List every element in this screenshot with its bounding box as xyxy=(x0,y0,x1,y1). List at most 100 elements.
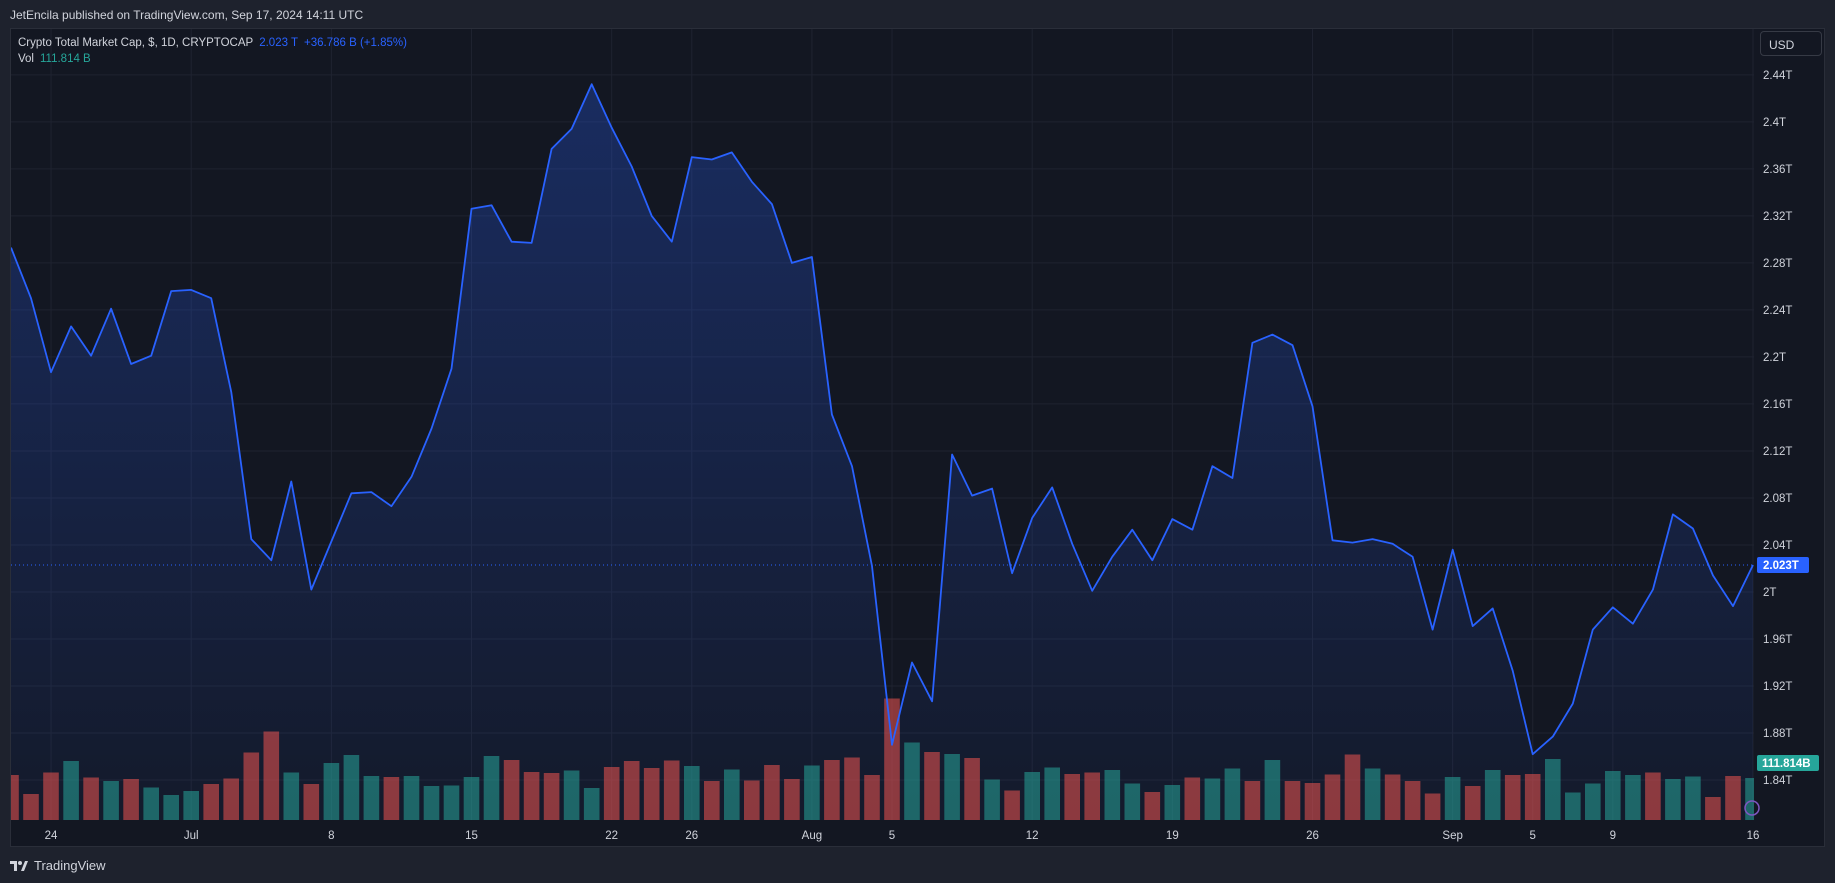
x-tick-label: Jul xyxy=(184,830,199,842)
y-tick-label: 2.28T xyxy=(1763,258,1792,270)
realtime-indicator-icon[interactable] xyxy=(1744,800,1760,816)
volume-bar xyxy=(1605,771,1621,820)
currency-button[interactable]: USD xyxy=(1760,31,1822,56)
volume-bar xyxy=(744,780,760,820)
last-volume-tag: 111.814B xyxy=(1757,755,1819,771)
volume-bar xyxy=(1725,776,1741,820)
volume-bar xyxy=(11,775,19,820)
volume-bar xyxy=(944,754,960,820)
volume-bar xyxy=(764,765,780,820)
volume-bar xyxy=(804,765,820,820)
plot-area[interactable] xyxy=(3,29,1761,820)
volume-bars xyxy=(11,698,1754,820)
x-tick-label: 5 xyxy=(1530,830,1536,842)
y-tick-label: 2.04T xyxy=(1763,540,1792,552)
volume-bar xyxy=(463,777,480,820)
volume-bar xyxy=(1464,786,1481,820)
volume-bar xyxy=(1444,777,1461,820)
volume-bar xyxy=(503,760,520,820)
volume-bar xyxy=(23,794,39,820)
volume-bar xyxy=(1124,783,1141,820)
volume-bar xyxy=(684,766,700,820)
x-tick-label: 16 xyxy=(1747,830,1760,842)
volume-bar xyxy=(1004,790,1020,820)
volume-bar xyxy=(1184,777,1201,820)
y-tick-label: 1.84T xyxy=(1763,775,1792,787)
volume-bar xyxy=(163,795,179,820)
chart-legend: Crypto Total Market Cap, $, 1D, CRYPTOCA… xyxy=(18,35,407,67)
volume-bar xyxy=(1745,778,1754,820)
volume-bar xyxy=(924,752,940,820)
volume-bar xyxy=(1104,770,1121,820)
volume-bar xyxy=(1024,772,1040,820)
volume-bar xyxy=(884,698,900,820)
price-area xyxy=(11,84,1753,820)
x-tick-label: 12 xyxy=(1026,830,1039,842)
x-tick-label: Sep xyxy=(1442,830,1462,842)
volume-bar xyxy=(1264,760,1281,820)
last-volume-tag-bg xyxy=(1757,755,1819,771)
volume-bar xyxy=(1224,768,1241,820)
last-price-tag-text: 2.023T xyxy=(1763,560,1799,572)
brand-name: TradingView xyxy=(34,858,106,873)
volume-bar xyxy=(1204,778,1221,820)
x-tick-label: 26 xyxy=(685,830,698,842)
volume-bar xyxy=(303,784,320,820)
x-axis[interactable]: 24 Jul 8 15 22 26 Aug 5 12 19 26 Sep 5 9 16 xyxy=(45,830,1760,842)
tradingview-brand[interactable]: TradingView xyxy=(10,858,106,873)
last-volume-tag-text: 111.814B xyxy=(1762,758,1811,770)
volume-bar xyxy=(1625,775,1641,820)
volume-bar xyxy=(1244,781,1261,820)
volume-bar xyxy=(1705,797,1721,820)
volume-bar xyxy=(1364,768,1381,820)
legend-vol-label[interactable]: Vol xyxy=(18,53,34,65)
y-tick-label: 1.96T xyxy=(1763,634,1792,646)
x-tick-label: 9 xyxy=(1610,830,1616,842)
volume-bar xyxy=(1284,781,1301,820)
footer: TradingView xyxy=(0,847,1835,883)
x-tick-label: 26 xyxy=(1306,830,1319,842)
y-tick-label: 2.24T xyxy=(1763,305,1792,317)
volume-bar xyxy=(583,788,600,820)
volume-bar xyxy=(383,777,400,820)
y-axis[interactable]: 2.44T 2.4T 2.36T 2.32T 2.28T 2.24T 2.2T 2.16T 2.… xyxy=(1763,70,1792,787)
volume-bar xyxy=(423,786,440,820)
volume-bar xyxy=(263,731,280,820)
volume-bar xyxy=(1324,774,1341,820)
volume-bar xyxy=(904,742,920,820)
legend-change: +36.786 B (+1.85%) xyxy=(304,37,407,49)
volume-bar xyxy=(203,784,219,820)
legend-main-row: Crypto Total Market Cap, $, 1D, CRYPTOCA… xyxy=(18,35,407,51)
volume-bar xyxy=(704,781,720,820)
y-tick-label: 2.08T xyxy=(1763,493,1792,505)
volume-bar xyxy=(724,769,740,820)
legend-symbol[interactable]: Crypto Total Market Cap, $, 1D, CRYPTOCA… xyxy=(18,37,254,49)
y-tick-label: 2.44T xyxy=(1763,70,1792,82)
volume-bar xyxy=(1524,774,1541,820)
volume-bar xyxy=(83,777,99,820)
volume-bar xyxy=(143,787,159,820)
volume-bar xyxy=(483,756,500,820)
volume-bar xyxy=(243,752,260,820)
volume-bar xyxy=(964,758,980,820)
volume-bar xyxy=(223,778,239,820)
y-tick-label: 1.92T xyxy=(1763,681,1792,693)
volume-bar xyxy=(623,761,640,820)
x-tick-label: Aug xyxy=(802,830,822,842)
volume-bar xyxy=(1645,772,1661,820)
volume-bar xyxy=(1585,783,1601,820)
volume-bar xyxy=(663,760,680,820)
y-tick-label: 2T xyxy=(1763,587,1776,599)
volume-bar xyxy=(1344,754,1361,820)
volume-bar xyxy=(403,776,420,820)
y-tick-label: 2.36T xyxy=(1763,164,1792,176)
volume-bar xyxy=(1504,775,1521,820)
volume-bar xyxy=(1304,783,1321,820)
x-tick-label: 22 xyxy=(605,830,618,842)
volume-bar xyxy=(1565,792,1581,820)
volume-bar xyxy=(1084,772,1100,820)
volume-bar xyxy=(1164,785,1181,820)
y-tick-label: 2.16T xyxy=(1763,399,1792,411)
volume-bar xyxy=(123,779,139,820)
